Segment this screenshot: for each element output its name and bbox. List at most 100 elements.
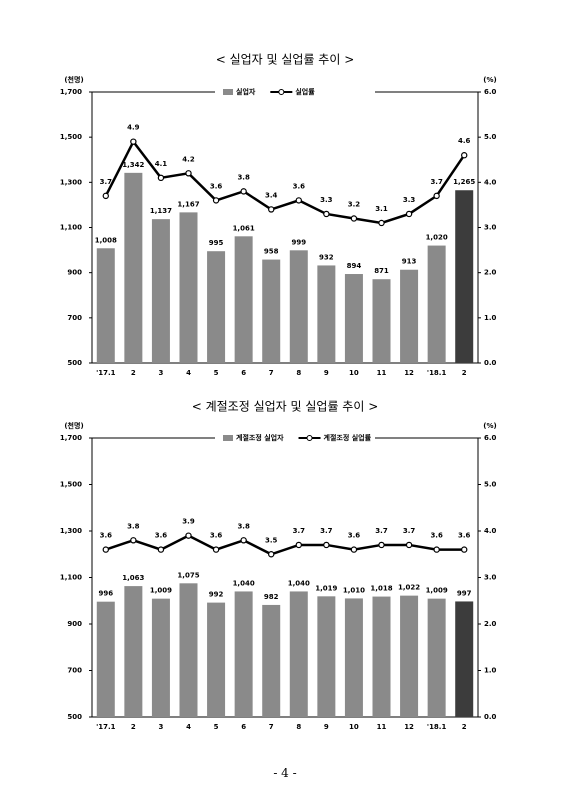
- y-tick-label: 500: [67, 713, 82, 721]
- bar-value-label: 1,342: [122, 161, 144, 169]
- line-value-label: 3.6: [155, 532, 168, 540]
- line: [105, 534, 465, 556]
- bar: [455, 190, 474, 363]
- page-number: - 4 -: [273, 766, 297, 780]
- x-tick-label: 2: [131, 723, 136, 731]
- bar-value-label: 1,022: [398, 584, 420, 592]
- line-marker: [433, 192, 440, 200]
- y-tick-label: 1,300: [60, 527, 82, 535]
- y-tick-label: 1,100: [60, 574, 82, 582]
- y-tick-label: 500: [67, 359, 82, 367]
- bar: [427, 245, 446, 363]
- x-tick-label: 8: [296, 369, 301, 377]
- bar-value-label: 1,019: [315, 584, 337, 592]
- y-tick-label: 900: [67, 269, 82, 277]
- line-marker: [378, 219, 385, 227]
- legend-marker: [278, 89, 285, 95]
- line-marker: [212, 546, 220, 553]
- bar-value-label: 1,040: [288, 579, 310, 587]
- x-tick-label: 10: [349, 723, 359, 731]
- y-tick-label: 1,700: [60, 88, 82, 96]
- line-value-label: 3.6: [100, 532, 113, 540]
- x-tick-label: 2: [131, 369, 136, 377]
- legend-box: [215, 433, 375, 443]
- line-marker: [212, 197, 220, 204]
- line-marker: [268, 551, 275, 558]
- x-tick-label: 3: [158, 369, 163, 377]
- line-value-label: 3.6: [458, 532, 471, 540]
- line-value-label: 3.9: [182, 518, 195, 526]
- x-tick-label: 5: [214, 369, 219, 377]
- line-value-label: 3.7: [100, 178, 113, 186]
- bar-value-label: 1,008: [95, 236, 117, 244]
- chart-title: < 계절조정 실업자 및 실업률 추이 >: [192, 400, 379, 414]
- bar-value-label: 992: [209, 591, 224, 599]
- line-marker: [405, 210, 413, 218]
- line-marker: [130, 138, 137, 145]
- y-tick-label: 1,300: [60, 178, 82, 186]
- y-unit: (천명): [64, 75, 83, 84]
- plot-frame: [91, 91, 479, 364]
- bar: [151, 219, 170, 363]
- bar-value-label: 1,061: [233, 224, 255, 232]
- bar-value-label: 997: [457, 589, 472, 597]
- line-value-label: 3.7: [320, 527, 333, 535]
- bar: [179, 212, 198, 363]
- bar: [289, 250, 308, 363]
- bar: [179, 583, 198, 717]
- x-tick-label: 6: [241, 723, 246, 731]
- x-tick-label: 5: [214, 723, 219, 731]
- x-tick-label: 7: [269, 369, 274, 377]
- x-tick-label: 4: [186, 723, 191, 731]
- bar-value-label: 913: [402, 258, 417, 266]
- x-tick-label: '17.1: [96, 723, 116, 731]
- line-marker: [157, 546, 165, 553]
- bar: [151, 598, 170, 717]
- y2-tick-label: 6.0: [484, 434, 497, 442]
- bar-value-label: 1,018: [370, 585, 392, 593]
- y2-tick-label: 6.0: [484, 88, 497, 96]
- line-value-label: 3.3: [403, 196, 416, 204]
- y2-tick-label: 0.0: [484, 359, 497, 367]
- y2-tick-label: 4.0: [484, 178, 497, 186]
- y2-tick-label: 4.0: [484, 527, 497, 535]
- bar: [124, 172, 143, 363]
- bar: [372, 279, 391, 363]
- y2-tick-label: 2.0: [484, 620, 497, 628]
- legend-label: 계절조정 실업자: [236, 433, 284, 442]
- line-value-label: 3.2: [348, 200, 361, 208]
- line-marker: [185, 170, 192, 177]
- line-marker: [323, 210, 330, 218]
- x-tick-label: 9: [324, 723, 329, 731]
- bar-value-label: 999: [291, 238, 306, 246]
- x-tick-label: 11: [377, 723, 387, 731]
- line-value-label: 3.7: [293, 527, 306, 535]
- line-value-label: 3.7: [375, 527, 388, 535]
- plot-frame: [91, 437, 479, 718]
- bar: [124, 586, 143, 717]
- line-marker: [240, 537, 247, 544]
- line-value-label: 3.6: [210, 532, 223, 540]
- y2-unit: (%): [483, 422, 496, 430]
- chart-title: < 실업자 및 실업률 추이 >: [216, 53, 355, 67]
- x-tick-label: 4: [186, 369, 191, 377]
- y-unit: (천명): [64, 421, 83, 430]
- line-marker: [185, 532, 192, 539]
- bar-value-label: 1,020: [426, 234, 448, 242]
- y2-tick-label: 3.0: [484, 574, 497, 582]
- legend-swatch: [223, 89, 233, 95]
- bar-value-label: 1,040: [233, 579, 255, 587]
- x-tick-label: 8: [296, 723, 301, 731]
- line-marker: [350, 215, 358, 222]
- line-value-label: 3.6: [210, 182, 223, 190]
- bar-value-label: 958: [264, 248, 279, 256]
- bar: [344, 274, 363, 363]
- bar: [96, 601, 115, 717]
- line-marker: [102, 546, 109, 553]
- bar-value-label: 996: [98, 590, 113, 598]
- legend-swatch: [223, 435, 233, 441]
- x-tick-label: 10: [349, 369, 359, 377]
- x-tick-label: '17.1: [96, 369, 116, 377]
- line-marker: [157, 174, 165, 182]
